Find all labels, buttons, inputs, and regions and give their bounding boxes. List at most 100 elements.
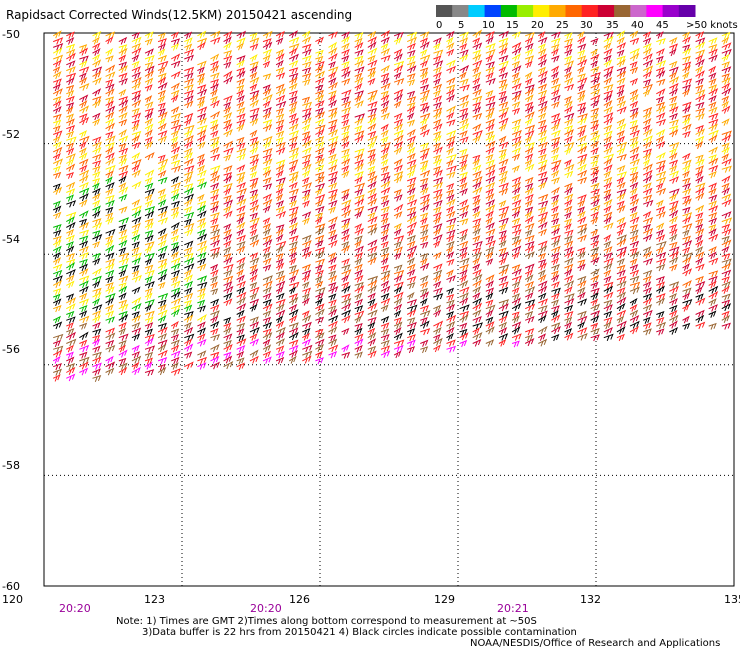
wind-barb [577, 327, 588, 335]
wind-barb [407, 234, 416, 243]
wind-barb [144, 70, 155, 79]
wind-barb [197, 321, 206, 330]
wind-barb [328, 111, 338, 120]
wind-barb [328, 299, 337, 307]
wind-barb [669, 112, 678, 121]
wind-barb [354, 37, 363, 46]
wind-barb [603, 189, 612, 197]
wind-barb [315, 49, 324, 57]
wind-barb [236, 322, 246, 330]
wind-barb [197, 275, 208, 283]
wind-barb [498, 257, 507, 266]
wind-barb [171, 368, 181, 376]
wind-barb [354, 125, 363, 133]
wind-barb [629, 251, 640, 260]
wind-barb [79, 47, 89, 56]
wind-barb [590, 113, 599, 121]
wind-barb [289, 246, 298, 254]
wind-barb [131, 274, 142, 283]
wind-barb [485, 228, 496, 237]
wind-barb [79, 322, 88, 330]
wind-barb [433, 181, 444, 190]
wind-barb [603, 234, 612, 242]
wind-barb [525, 84, 535, 92]
wind-barb [197, 158, 205, 167]
wind-barb [511, 245, 522, 254]
wind-barb [380, 72, 390, 80]
wind-barb [157, 326, 168, 335]
wind-barb [157, 273, 167, 282]
wind-barb [354, 90, 364, 98]
wind-barb [511, 193, 521, 202]
wind-barb [79, 116, 90, 126]
wind-barb [656, 55, 664, 63]
wind-barb [708, 205, 719, 213]
wind-barb [170, 188, 180, 196]
wind-barb [695, 70, 705, 79]
wind-barb [577, 176, 588, 185]
wind-barb [708, 112, 719, 121]
wind-barb [629, 52, 640, 62]
wind-barb [603, 275, 612, 284]
wind-barb [459, 64, 470, 74]
wind-barb [315, 328, 324, 336]
wind-barb [170, 211, 180, 219]
wind-barb [79, 113, 88, 121]
wind-barb [105, 105, 116, 114]
wind-barb [223, 101, 232, 109]
wind-barb [92, 334, 101, 342]
wind-barb [197, 293, 206, 301]
wind-barb [498, 54, 509, 63]
wind-barb [459, 240, 469, 249]
wind-barb [446, 299, 455, 307]
wind-barb [564, 77, 574, 86]
wind-barb [616, 258, 625, 266]
wind-barb [289, 195, 297, 203]
wind-barb [629, 111, 639, 120]
wind-barb [511, 302, 522, 311]
wind-barb [262, 30, 273, 39]
wind-barb [354, 176, 363, 184]
wind-barb [551, 118, 561, 126]
wind-barb [603, 106, 613, 114]
wind-barb [236, 357, 245, 365]
wind-barb [708, 106, 718, 115]
wind-barb [564, 112, 575, 121]
wind-barb [118, 77, 128, 86]
wind-barb [79, 135, 90, 144]
wind-barb [289, 43, 300, 51]
wind-barb [367, 158, 376, 167]
wind-barb [485, 31, 495, 39]
wind-barb [275, 136, 284, 144]
wind-barb [511, 140, 522, 149]
wind-barb [420, 84, 430, 92]
wind-barb [472, 29, 483, 38]
wind-barb [341, 158, 351, 167]
wind-barb [708, 200, 717, 208]
wind-barb [380, 77, 390, 86]
wind-barb [380, 228, 389, 237]
wind-barb [184, 304, 193, 312]
wind-barb [420, 339, 429, 347]
wind-barb [616, 171, 627, 179]
wind-barb [472, 309, 482, 318]
wind-barb [498, 117, 509, 126]
wind-barb [433, 274, 442, 283]
wind-barb [157, 122, 167, 132]
wind-barb [590, 66, 600, 74]
wind-barb [498, 240, 507, 248]
wind-barb [341, 315, 351, 324]
wind-barb [367, 198, 378, 207]
wind-barb [66, 147, 75, 156]
wind-barb [642, 59, 654, 68]
wind-barb [380, 175, 391, 184]
wind-barb [721, 223, 731, 231]
wind-barb [433, 83, 443, 92]
wind-barb [170, 94, 179, 103]
wind-barb [79, 60, 88, 68]
wind-barb [170, 275, 179, 283]
wind-barb [52, 252, 61, 260]
wind-barb [341, 193, 350, 202]
wind-barb [66, 316, 76, 324]
wind-barb [564, 186, 574, 196]
